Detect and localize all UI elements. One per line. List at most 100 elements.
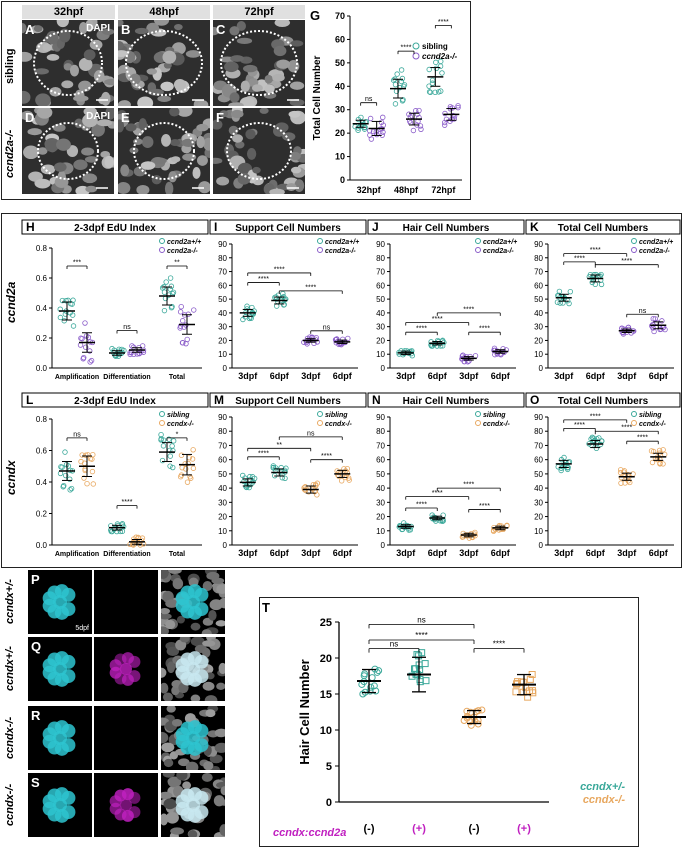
legend-marker: [631, 411, 637, 417]
data-point: [282, 296, 288, 303]
y-tick-label: 40: [376, 309, 385, 318]
data-point: [302, 487, 309, 494]
title-box: [209, 392, 367, 408]
data-point: [160, 443, 167, 449]
data-point: [433, 59, 439, 66]
data-point: [512, 688, 520, 696]
data-point: [178, 303, 184, 310]
data-point: [184, 479, 191, 485]
x-tick-label: 6dpf: [649, 548, 669, 558]
y-tick-label: 10: [218, 527, 227, 536]
data-point: [618, 474, 625, 481]
x-tick-label: 72hpf: [431, 185, 456, 195]
sig-label: ****: [463, 482, 474, 489]
y-tick-label: 60: [534, 456, 543, 465]
legend-marker: [475, 247, 481, 253]
data-point: [185, 460, 191, 467]
y-tick-label: 40: [218, 484, 227, 493]
data-point: [109, 345, 115, 352]
data-point: [70, 323, 77, 329]
data-point: [368, 674, 376, 682]
y-tick-label: 70: [376, 268, 385, 277]
genotype-label: ccndx-/-: [4, 783, 16, 827]
data-point: [660, 447, 666, 453]
data-point: [137, 542, 143, 548]
y-tick-label: 30: [534, 498, 543, 507]
data-point: [421, 660, 429, 668]
data-point: [359, 690, 367, 698]
fluorescence-image: ccndx:ccnd2a (+): [94, 773, 158, 837]
legend-label: sibling: [167, 412, 190, 419]
panel-letter: E: [121, 110, 130, 125]
y-tick-label: 20: [218, 513, 227, 522]
x-tick-label: 3dpf: [459, 371, 479, 381]
panel-letter: S: [31, 775, 40, 790]
genotype-label: ccndx+/-: [4, 579, 16, 625]
sig-label: ****: [416, 326, 427, 333]
panel-letter: K: [530, 220, 539, 234]
data-point: [620, 469, 627, 475]
data-point: [650, 448, 657, 455]
x-tick-label: 6dpf: [428, 371, 448, 381]
sig-label: ns: [307, 430, 315, 437]
legend-marker: [475, 411, 481, 417]
data-point: [89, 456, 95, 462]
data-point: [85, 452, 91, 458]
y-tick-label: 60: [534, 281, 543, 290]
legend-label: ccnd2a-/-: [639, 248, 670, 255]
y-tick-label: 40: [534, 484, 543, 493]
title-box: [21, 392, 209, 408]
data-point: [190, 465, 197, 471]
y-tick-label: 0.6: [36, 447, 48, 456]
x-tick-label: 6dpf: [333, 548, 353, 558]
data-point: [77, 342, 84, 348]
data-point: [115, 353, 122, 359]
data-point: [242, 314, 248, 320]
data-point: [558, 467, 564, 474]
data-point: [61, 318, 67, 324]
legend-marker: [631, 238, 637, 244]
data-point: [394, 71, 400, 77]
data-point: [472, 353, 479, 359]
data-point: [81, 354, 87, 361]
data-point: [373, 668, 381, 676]
x-tick-label: 6dpf: [491, 548, 511, 558]
y-tick-label: 0: [381, 541, 386, 550]
row-label-ccndx: ccndx: [4, 460, 18, 495]
data-point: [451, 116, 458, 122]
fluorescence-image: Et4:GFPS: [28, 773, 92, 837]
y-tick-label: 20: [534, 336, 543, 345]
data-point: [455, 103, 461, 109]
data-point: [392, 101, 399, 107]
neuromast-cells: [213, 20, 305, 106]
data-point: [183, 466, 189, 472]
micrograph-b: B: [118, 20, 210, 106]
data-point: [161, 289, 168, 295]
legend-marker: [412, 42, 420, 50]
time-label-32hpf: 32hpf: [22, 5, 115, 19]
x-tick-label: 6dpf: [491, 371, 511, 381]
y-tick-label: 0: [539, 541, 544, 550]
x-tick-label: Differentiation: [103, 551, 150, 558]
data-point: [443, 116, 450, 123]
data-point: [435, 89, 442, 95]
genotype-label: ccndx+/-: [4, 646, 16, 692]
data-point: [625, 324, 631, 331]
legend-label: sibling: [325, 412, 348, 419]
y-tick-label: 70: [534, 268, 543, 277]
x-tick-label: 3dpf: [301, 548, 321, 558]
y-tick-label: 60: [335, 34, 345, 44]
x-tick-label: Total: [169, 374, 185, 381]
chart-n: Hair Cell Numbers N 0 10 20 30 40 50 60 70 80 90 3dp…: [367, 392, 525, 558]
y-tick-label: 30: [335, 105, 345, 115]
data-point: [130, 542, 137, 548]
y-tick-label: 0.8: [36, 415, 48, 424]
data-point: [408, 672, 416, 680]
data-point: [345, 335, 351, 342]
sig-label: ****: [415, 631, 427, 640]
data-point: [57, 314, 64, 321]
data-point: [426, 66, 432, 73]
legend-label: ccnd2a-/-: [325, 248, 356, 255]
y-tick-label: 50: [376, 295, 385, 304]
construct-sign: (-): [364, 823, 375, 835]
